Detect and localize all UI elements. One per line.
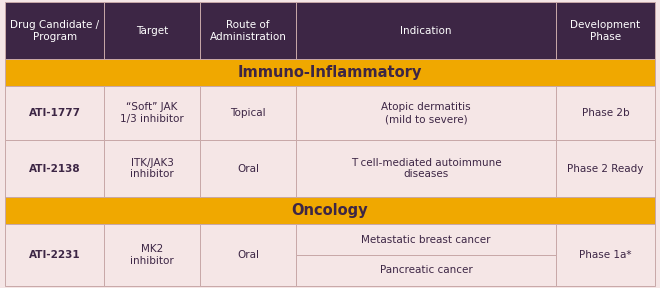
Text: Topical: Topical [230, 108, 266, 118]
Bar [296, 86, 556, 140]
Text: Atopic dermatitis
(mild to severe): Atopic dermatitis (mild to severe) [381, 103, 471, 124]
Text: MK2
inhibitor: MK2 inhibitor [130, 244, 174, 266]
Bar [5, 197, 655, 224]
Text: Route of
Administration: Route of Administration [210, 20, 286, 41]
Bar [104, 224, 200, 286]
Text: Immuno-Inflammatory: Immuno-Inflammatory [238, 65, 422, 80]
Text: Target: Target [136, 26, 168, 36]
Text: Oral: Oral [237, 164, 259, 174]
Text: Metastatic breast cancer: Metastatic breast cancer [362, 234, 491, 245]
Text: Oral: Oral [237, 250, 259, 260]
Text: T cell-mediated autoimmune
diseases: T cell-mediated autoimmune diseases [351, 158, 502, 179]
Text: ITK/JAK3
inhibitor: ITK/JAK3 inhibitor [130, 158, 174, 179]
Bar [556, 86, 655, 140]
Text: “Soft” JAK
1/3 inhibitor: “Soft” JAK 1/3 inhibitor [120, 103, 184, 124]
Bar [104, 2, 200, 59]
Bar [296, 140, 556, 197]
Text: ATI-2231: ATI-2231 [29, 250, 81, 260]
Bar [5, 140, 104, 197]
Text: Phase 2b: Phase 2b [581, 108, 629, 118]
Text: Indication: Indication [401, 26, 452, 36]
Bar [200, 140, 296, 197]
Text: Phase 2 Ready: Phase 2 Ready [567, 164, 643, 174]
Bar [5, 59, 655, 86]
Bar [104, 86, 200, 140]
Bar [5, 224, 104, 286]
Text: ATI-1777: ATI-1777 [28, 108, 81, 118]
Bar [104, 140, 200, 197]
Bar [5, 86, 104, 140]
Bar [296, 224, 556, 255]
Bar [556, 140, 655, 197]
Text: Oncology: Oncology [292, 203, 368, 218]
Bar [556, 224, 655, 286]
Bar [296, 2, 556, 59]
Text: Phase 1a*: Phase 1a* [579, 250, 632, 260]
Text: ATI-2138: ATI-2138 [29, 164, 81, 174]
Bar [200, 224, 296, 286]
Bar [5, 2, 104, 59]
Text: Drug Candidate /
Program: Drug Candidate / Program [10, 20, 99, 41]
Bar [556, 2, 655, 59]
Text: Development
Phase: Development Phase [570, 20, 640, 41]
Text: Pancreatic cancer: Pancreatic cancer [379, 265, 473, 275]
Bar [296, 255, 556, 286]
Bar [200, 86, 296, 140]
Bar [200, 2, 296, 59]
